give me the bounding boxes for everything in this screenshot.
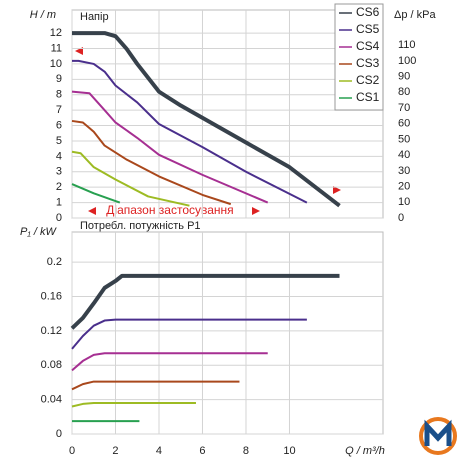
y-tick-label: 7	[56, 104, 62, 116]
x-tick-label: 10	[283, 445, 295, 457]
y-tick-label: 5	[56, 135, 62, 147]
y-tick-label: 0	[56, 212, 62, 224]
series-line	[71, 150, 190, 207]
y-tick-label: 0.16	[41, 290, 62, 302]
y-tick-label: 6	[56, 119, 62, 131]
series-line	[71, 119, 232, 206]
series-line	[71, 183, 121, 204]
y2-tick-label: 110	[398, 39, 416, 51]
legend-box	[334, 3, 384, 111]
y-tick-label: 4	[56, 150, 62, 162]
y-tick-label: 2	[56, 181, 62, 193]
series-line	[71, 352, 268, 372]
series-line	[71, 90, 269, 204]
annotation: Діапазон застосування	[106, 203, 233, 217]
legend-label: CS1	[356, 90, 380, 104]
series-line	[71, 318, 307, 350]
y-tick-label: 9	[56, 73, 62, 85]
series-line	[72, 59, 308, 204]
x-axis-label: Q / m³/h	[345, 445, 385, 457]
y-tick-label: 3	[56, 166, 62, 178]
series-line	[70, 273, 340, 330]
y2-tick-label: 30	[398, 165, 410, 177]
y2-axis-label: Δp / kPa	[394, 9, 436, 21]
logo	[419, 417, 457, 455]
y2-tick-label: 80	[398, 86, 410, 98]
y-axis-label: H / m	[30, 9, 56, 21]
y2-tick-label: 40	[398, 149, 410, 161]
y2-tick-label: 90	[398, 71, 410, 83]
range-arrow	[88, 207, 96, 215]
x-tick-label: 4	[156, 445, 162, 457]
y2-tick-label: 10	[398, 196, 410, 208]
marker	[333, 186, 341, 194]
y2-tick-label: 100	[398, 55, 416, 67]
y2-tick-label: 60	[398, 118, 410, 130]
chart-title: Напір	[80, 11, 109, 23]
x-tick-label: 0	[69, 445, 75, 457]
series-line	[71, 402, 196, 408]
x-tick-label: 8	[243, 445, 249, 457]
x-tick-label: 2	[112, 445, 118, 457]
legend-label: CS2	[356, 73, 380, 87]
range-arrow	[252, 207, 260, 215]
y-tick-label: 0.08	[41, 359, 62, 371]
series-line	[71, 380, 240, 391]
legend-label: CS4	[356, 39, 380, 53]
y2-tick-label: 50	[398, 133, 410, 145]
y-tick-label: 0.04	[41, 394, 62, 406]
x-tick-label: 6	[199, 445, 205, 457]
y2-tick-label: 20	[398, 180, 410, 192]
y-tick-label: 0	[56, 428, 62, 440]
y-axis-label: P₁ / kW	[20, 226, 57, 238]
y-tick-label: 12	[50, 27, 62, 39]
y-tick-label: 10	[50, 58, 62, 70]
series-line	[72, 31, 341, 208]
legend-label: CS6	[356, 5, 380, 19]
y-tick-label: 8	[56, 89, 62, 101]
y2-tick-label: 70	[398, 102, 410, 114]
chart-title: Потребл. потужність P1	[80, 220, 201, 232]
y-tick-label: 0.2	[47, 256, 62, 268]
y-tick-label: 1	[56, 196, 62, 208]
legend-label: CS3	[356, 56, 380, 70]
legend-label: CS5	[356, 22, 380, 36]
y2-tick-label: 0	[398, 212, 404, 224]
y-tick-label: 11	[51, 42, 62, 54]
y-tick-label: 0.12	[41, 325, 62, 337]
